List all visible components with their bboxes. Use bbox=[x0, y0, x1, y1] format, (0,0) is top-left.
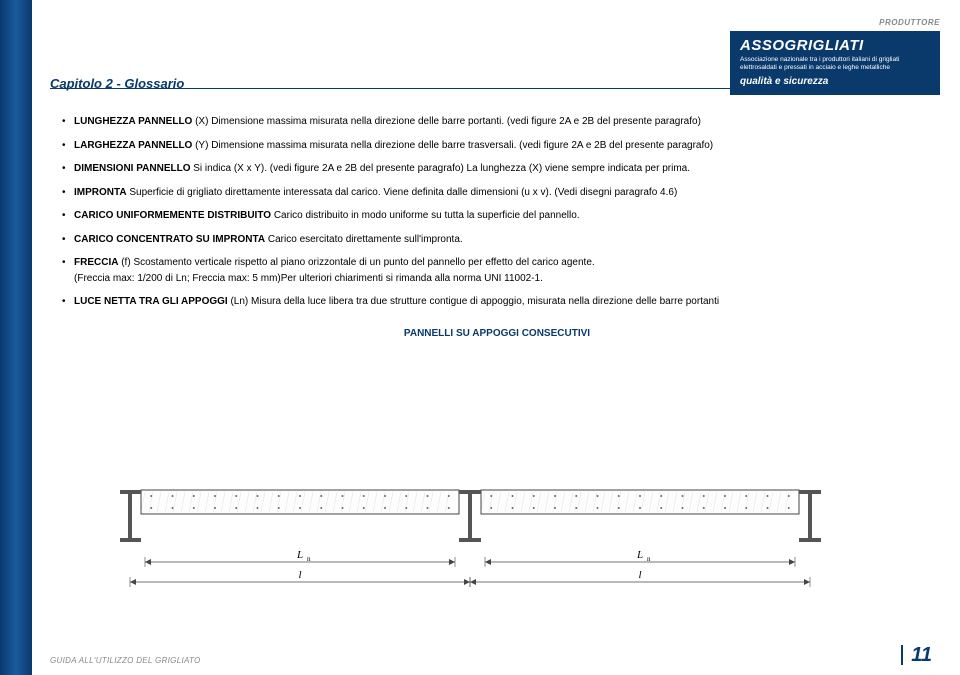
glossary-term: LARGHEZZA PANNELLO bbox=[74, 140, 192, 151]
glossary-term: LUCE NETTA TRA GLI APPOGGI bbox=[74, 296, 228, 307]
glossary-subline: (Freccia max: 1/200 di Ln; Freccia max: … bbox=[62, 272, 932, 286]
svg-text:n: n bbox=[307, 555, 311, 563]
glossary-term: LUNGHEZZA PANNELLO bbox=[74, 116, 192, 127]
svg-text:l: l bbox=[298, 569, 301, 581]
svg-text:L: L bbox=[296, 549, 303, 561]
glossary-term: FRECCIA bbox=[74, 257, 118, 268]
glossary-term: CARICO CONCENTRATO SU IMPRONTA bbox=[74, 234, 265, 245]
header-rule bbox=[50, 88, 730, 89]
header-brand-block: PRODUTTORE ASSOGRIGLIATI Associazione na… bbox=[730, 18, 940, 95]
brand-box: ASSOGRIGLIATI Associazione nazionale tra… bbox=[730, 31, 940, 95]
glossary-term: IMPRONTA bbox=[74, 187, 127, 198]
glossary-definition: Superficie di grigliato direttamente int… bbox=[127, 187, 678, 198]
glossary-item: IMPRONTA Superficie di grigliato diretta… bbox=[62, 186, 932, 200]
svg-text:n: n bbox=[647, 555, 651, 563]
page-footer: GUIDA ALL'UTILIZZO DEL GRIGLIATO 11 bbox=[50, 645, 932, 665]
chapter-title: Capitolo 2 - Glossario bbox=[50, 76, 184, 95]
diagram-section-label: PANNELLI SU APPOGGI CONSECUTIVI bbox=[62, 327, 932, 341]
glossary-definition: Si indica (X x Y). (vedi figure 2A e 2B … bbox=[190, 163, 690, 174]
produttore-label: PRODUTTORE bbox=[730, 18, 940, 27]
glossary-list: LUNGHEZZA PANNELLO (X) Dimensione massim… bbox=[62, 115, 932, 309]
glossary-term: CARICO UNIFORMEMENTE DISTRIBUITO bbox=[74, 210, 271, 221]
glossary-item: CARICO UNIFORMEMENTE DISTRIBUITO Carico … bbox=[62, 209, 932, 223]
page-number: 11 bbox=[901, 645, 932, 665]
glossary-item: CARICO CONCENTRATO SU IMPRONTA Carico es… bbox=[62, 233, 932, 247]
glossary-item: LUCE NETTA TRA GLI APPOGGI (Ln) Misura d… bbox=[62, 295, 932, 309]
footer-guide-label: GUIDA ALL'UTILIZZO DEL GRIGLIATO bbox=[50, 656, 201, 665]
glossary-item: LARGHEZZA PANNELLO (Y) Dimensione massim… bbox=[62, 139, 932, 153]
glossary-definition: (Y) Dimensione massima misurata nella di… bbox=[192, 140, 713, 151]
brand-quality: qualità e sicurezza bbox=[740, 76, 930, 87]
glossary-item: DIMENSIONI PANNELLO Si indica (X x Y). (… bbox=[62, 162, 932, 176]
brand-subtitle: Associazione nazionale tra i produttori … bbox=[740, 56, 930, 72]
glossary-definition: Carico esercitato direttamente sull'impr… bbox=[265, 234, 463, 245]
glossary-content: LUNGHEZZA PANNELLO (X) Dimensione massim… bbox=[62, 115, 932, 340]
glossary-definition: (f) Scostamento verticale rispetto al pi… bbox=[118, 257, 594, 268]
glossary-definition: (Ln) Misura della luce libera tra due st… bbox=[228, 296, 719, 307]
blue-side-stripe bbox=[0, 0, 32, 675]
svg-text:L: L bbox=[636, 549, 643, 561]
glossary-definition: Carico distribuito in modo uniforme su t… bbox=[271, 210, 580, 221]
svg-text:l: l bbox=[638, 569, 641, 581]
panels-diagram: LnLnll bbox=[120, 480, 840, 615]
glossary-term: DIMENSIONI PANNELLO bbox=[74, 163, 190, 174]
glossary-definition: (X) Dimensione massima misurata nella di… bbox=[192, 116, 701, 127]
glossary-item: FRECCIA (f) Scostamento verticale rispet… bbox=[62, 256, 932, 270]
brand-name: ASSOGRIGLIATI bbox=[740, 37, 930, 54]
glossary-item: LUNGHEZZA PANNELLO (X) Dimensione massim… bbox=[62, 115, 932, 129]
